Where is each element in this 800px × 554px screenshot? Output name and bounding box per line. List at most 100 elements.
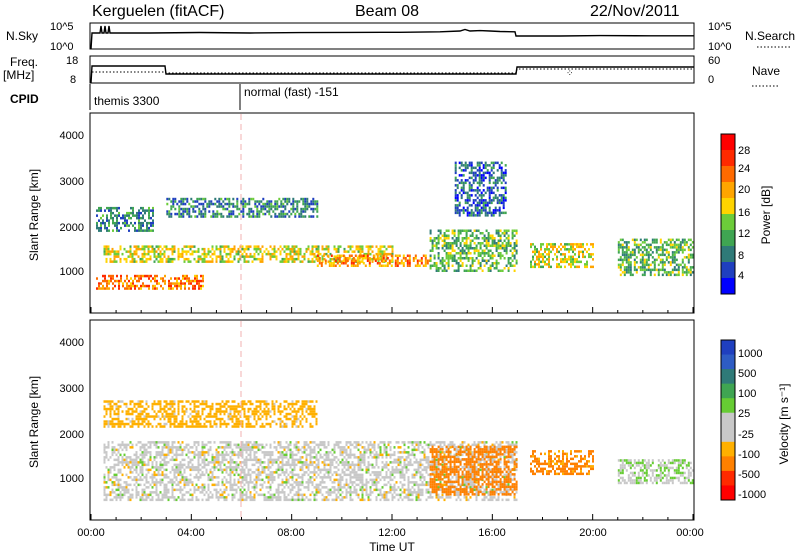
echo-cell bbox=[534, 250, 536, 254]
echo-cell bbox=[511, 237, 514, 240]
echo-cell bbox=[181, 453, 184, 457]
echo-cell bbox=[182, 212, 185, 216]
echo-cell bbox=[321, 247, 324, 251]
echo-cell bbox=[237, 478, 240, 482]
echo-cell bbox=[309, 476, 312, 479]
echo-cell bbox=[237, 260, 240, 263]
echo-cell bbox=[181, 451, 184, 454]
echo-cell bbox=[127, 466, 130, 469]
echo-cell bbox=[222, 200, 225, 203]
echo-cell bbox=[689, 238, 692, 242]
echo-cell bbox=[203, 456, 206, 459]
echo-cell bbox=[487, 239, 490, 242]
echo-cell bbox=[269, 496, 272, 499]
echo-cell bbox=[152, 284, 154, 288]
echo-cell bbox=[103, 252, 106, 256]
echo-cell bbox=[269, 476, 272, 479]
echo-cell bbox=[331, 461, 334, 464]
echo-cell bbox=[482, 179, 485, 182]
echo-cell bbox=[155, 478, 158, 482]
echo-cell bbox=[209, 476, 212, 479]
echo-cell bbox=[509, 264, 512, 267]
echo-cell bbox=[130, 221, 132, 225]
echo-cell bbox=[161, 471, 164, 474]
echo-cell bbox=[197, 476, 200, 479]
echo-cell bbox=[179, 486, 182, 489]
echo-cell bbox=[481, 249, 484, 252]
echo-cell bbox=[126, 211, 128, 215]
echo-cell bbox=[462, 189, 465, 192]
echo-cell bbox=[480, 181, 483, 185]
echo-cell bbox=[107, 458, 110, 462]
echo-cell bbox=[542, 243, 544, 246]
echo-cell bbox=[181, 498, 184, 502]
echo-cell bbox=[494, 161, 497, 165]
echo-cell bbox=[143, 453, 146, 457]
echo-cell bbox=[183, 493, 186, 497]
echo-cell bbox=[215, 493, 218, 497]
echo-cell bbox=[127, 255, 130, 258]
echo-cell bbox=[108, 224, 110, 227]
echo-cell bbox=[627, 271, 630, 274]
echo-cell bbox=[113, 481, 116, 484]
echo-cell bbox=[677, 268, 680, 272]
echo-cell bbox=[653, 266, 656, 269]
echo-cell bbox=[171, 247, 174, 251]
echo-cell bbox=[177, 247, 180, 251]
echo-cell bbox=[155, 473, 158, 477]
echo-cell bbox=[217, 453, 220, 457]
echo-cell bbox=[486, 186, 489, 190]
echo-cell bbox=[328, 262, 331, 265]
colorbar-swatch bbox=[721, 134, 735, 151]
echo-cell bbox=[274, 212, 277, 216]
echo-cell bbox=[391, 247, 394, 251]
echo-cell bbox=[106, 226, 108, 230]
echo-cell bbox=[227, 461, 230, 464]
echo-cell bbox=[407, 486, 410, 489]
echo-cell bbox=[435, 463, 438, 467]
echo-cell bbox=[493, 237, 496, 240]
echo-cell bbox=[457, 239, 460, 242]
echo-cell bbox=[453, 453, 456, 457]
echo-cell bbox=[562, 260, 564, 264]
echo-cell bbox=[323, 476, 326, 479]
echo-cell bbox=[283, 260, 286, 263]
echo-cell bbox=[387, 441, 390, 444]
echo-cell bbox=[323, 458, 326, 462]
echo-cell bbox=[407, 481, 410, 484]
echo-cell bbox=[484, 209, 487, 212]
echo-cell bbox=[482, 176, 485, 180]
echo-cell bbox=[197, 451, 200, 454]
echo-cell bbox=[283, 498, 286, 502]
echo-cell bbox=[353, 488, 356, 492]
echo-cell bbox=[477, 254, 480, 257]
echo-cell bbox=[641, 241, 644, 244]
echo-cell bbox=[251, 255, 254, 258]
echo-cell bbox=[236, 207, 239, 211]
echo-cell bbox=[107, 478, 110, 482]
echo-cell bbox=[171, 443, 174, 447]
echo-cell bbox=[203, 483, 206, 487]
echo-cell bbox=[465, 232, 468, 235]
echo-cell bbox=[488, 209, 491, 212]
echo-cell bbox=[196, 215, 199, 218]
echo-cell bbox=[223, 463, 226, 467]
echo-cell bbox=[155, 498, 158, 502]
echo-cell bbox=[110, 216, 112, 220]
echo-cell bbox=[367, 247, 370, 251]
echo-cell bbox=[504, 174, 507, 177]
echo-cell bbox=[399, 481, 402, 484]
echo-cell bbox=[116, 206, 118, 210]
echo-cell bbox=[260, 205, 263, 208]
echo-cell bbox=[416, 262, 419, 265]
echo-cell bbox=[347, 250, 350, 253]
echo-cell bbox=[655, 248, 658, 252]
echo-cell bbox=[371, 463, 374, 467]
echo-cell bbox=[415, 496, 418, 499]
echo-cell bbox=[513, 234, 516, 237]
echo-cell bbox=[411, 473, 414, 477]
echo-cell bbox=[326, 254, 329, 257]
echo-cell bbox=[375, 473, 378, 477]
echo-cell bbox=[546, 245, 548, 249]
echo-cell bbox=[468, 164, 471, 167]
